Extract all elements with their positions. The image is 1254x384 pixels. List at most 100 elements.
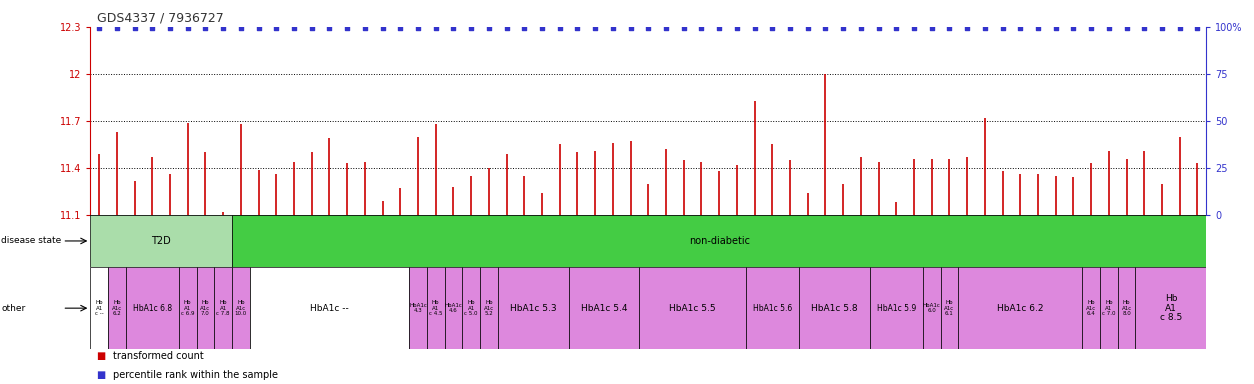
Bar [640, 267, 746, 349]
Point [691, 25, 711, 31]
Point [1135, 25, 1155, 31]
Text: Hb
A1c
5.2: Hb A1c 5.2 [484, 300, 494, 316]
Point [656, 25, 676, 31]
Text: HbA1c 5.4: HbA1c 5.4 [581, 304, 627, 313]
Point [815, 25, 835, 31]
Point [213, 25, 233, 31]
Bar [90, 215, 232, 267]
Point [1011, 25, 1031, 31]
Text: Hb
A1
c 7.8: Hb A1 c 7.8 [217, 300, 229, 316]
Point [887, 25, 907, 31]
Bar [958, 267, 1082, 349]
Point [974, 25, 994, 31]
Point [798, 25, 818, 31]
Point [939, 25, 959, 31]
Point [621, 25, 641, 31]
Bar [498, 267, 568, 349]
Text: HbA1c
6.0: HbA1c 6.0 [923, 303, 940, 313]
Point [1099, 25, 1119, 31]
Point [745, 25, 765, 31]
Bar [799, 267, 870, 349]
Point [408, 25, 428, 31]
Bar [870, 267, 923, 349]
Point [1081, 25, 1101, 31]
Point [196, 25, 216, 31]
Point [532, 25, 552, 31]
Text: Hb
A1
c 7.0: Hb A1 c 7.0 [1102, 300, 1116, 316]
Text: HbA1c
4.6: HbA1c 4.6 [444, 303, 463, 313]
Point [248, 25, 268, 31]
Point [549, 25, 569, 31]
Point [1116, 25, 1136, 31]
Bar [108, 267, 125, 349]
Text: HbA1c
4.3: HbA1c 4.3 [409, 303, 426, 313]
Point [461, 25, 482, 31]
Point [425, 25, 445, 31]
Point [638, 25, 658, 31]
Text: HbA1c 5.6: HbA1c 5.6 [752, 304, 793, 313]
Point [283, 25, 303, 31]
Point [762, 25, 782, 31]
Point [320, 25, 340, 31]
Point [851, 25, 872, 31]
Text: Hb
A1
c 8.5: Hb A1 c 8.5 [1160, 294, 1183, 322]
Text: disease state: disease state [1, 237, 61, 245]
Bar [1135, 267, 1206, 349]
Text: HbA1c 5.5: HbA1c 5.5 [670, 304, 716, 313]
Text: HbA1c 5.8: HbA1c 5.8 [811, 304, 858, 313]
Point [497, 25, 517, 31]
Point [869, 25, 889, 31]
Point [957, 25, 977, 31]
Point [355, 25, 375, 31]
Point [479, 25, 499, 31]
Text: HbA1c 5.9: HbA1c 5.9 [877, 304, 915, 313]
Bar [746, 267, 799, 349]
Text: Hb
A1c
6.4: Hb A1c 6.4 [1086, 300, 1096, 316]
Bar [197, 267, 214, 349]
Point [993, 25, 1013, 31]
Bar [90, 267, 108, 349]
Text: HbA1c 6.8: HbA1c 6.8 [133, 304, 172, 313]
Text: ■: ■ [97, 370, 105, 380]
Text: other: other [1, 304, 25, 313]
Point [780, 25, 800, 31]
Point [444, 25, 464, 31]
Bar [426, 267, 445, 349]
Point [124, 25, 144, 31]
Point [142, 25, 162, 31]
Text: Hb
A1c
10.0: Hb A1c 10.0 [234, 300, 247, 316]
Point [1063, 25, 1083, 31]
Point [390, 25, 410, 31]
Bar [250, 267, 409, 349]
Point [567, 25, 587, 31]
Point [178, 25, 198, 31]
Point [603, 25, 623, 31]
Text: Hb
A1
c 6.9: Hb A1 c 6.9 [181, 300, 194, 316]
Bar [568, 267, 640, 349]
Bar [480, 267, 498, 349]
Text: Hb
A1c
8.0: Hb A1c 8.0 [1121, 300, 1132, 316]
Bar [214, 267, 232, 349]
Bar [1117, 267, 1135, 349]
Point [161, 25, 181, 31]
Bar [445, 267, 463, 349]
Bar [1100, 267, 1117, 349]
Point [904, 25, 924, 31]
Point [1188, 25, 1208, 31]
Text: ■: ■ [97, 351, 105, 361]
Bar [125, 267, 179, 349]
Text: HbA1c 6.2: HbA1c 6.2 [997, 304, 1043, 313]
Bar [232, 267, 250, 349]
Bar [179, 267, 197, 349]
Text: Hb
A1
c 4.5: Hb A1 c 4.5 [429, 300, 443, 316]
Point [89, 25, 109, 31]
Text: HbA1c --: HbA1c -- [310, 304, 349, 313]
Bar [463, 267, 480, 349]
Point [302, 25, 322, 31]
Bar [232, 215, 1206, 267]
Bar [923, 267, 940, 349]
Point [922, 25, 942, 31]
Bar [409, 267, 426, 349]
Point [833, 25, 853, 31]
Point [727, 25, 747, 31]
